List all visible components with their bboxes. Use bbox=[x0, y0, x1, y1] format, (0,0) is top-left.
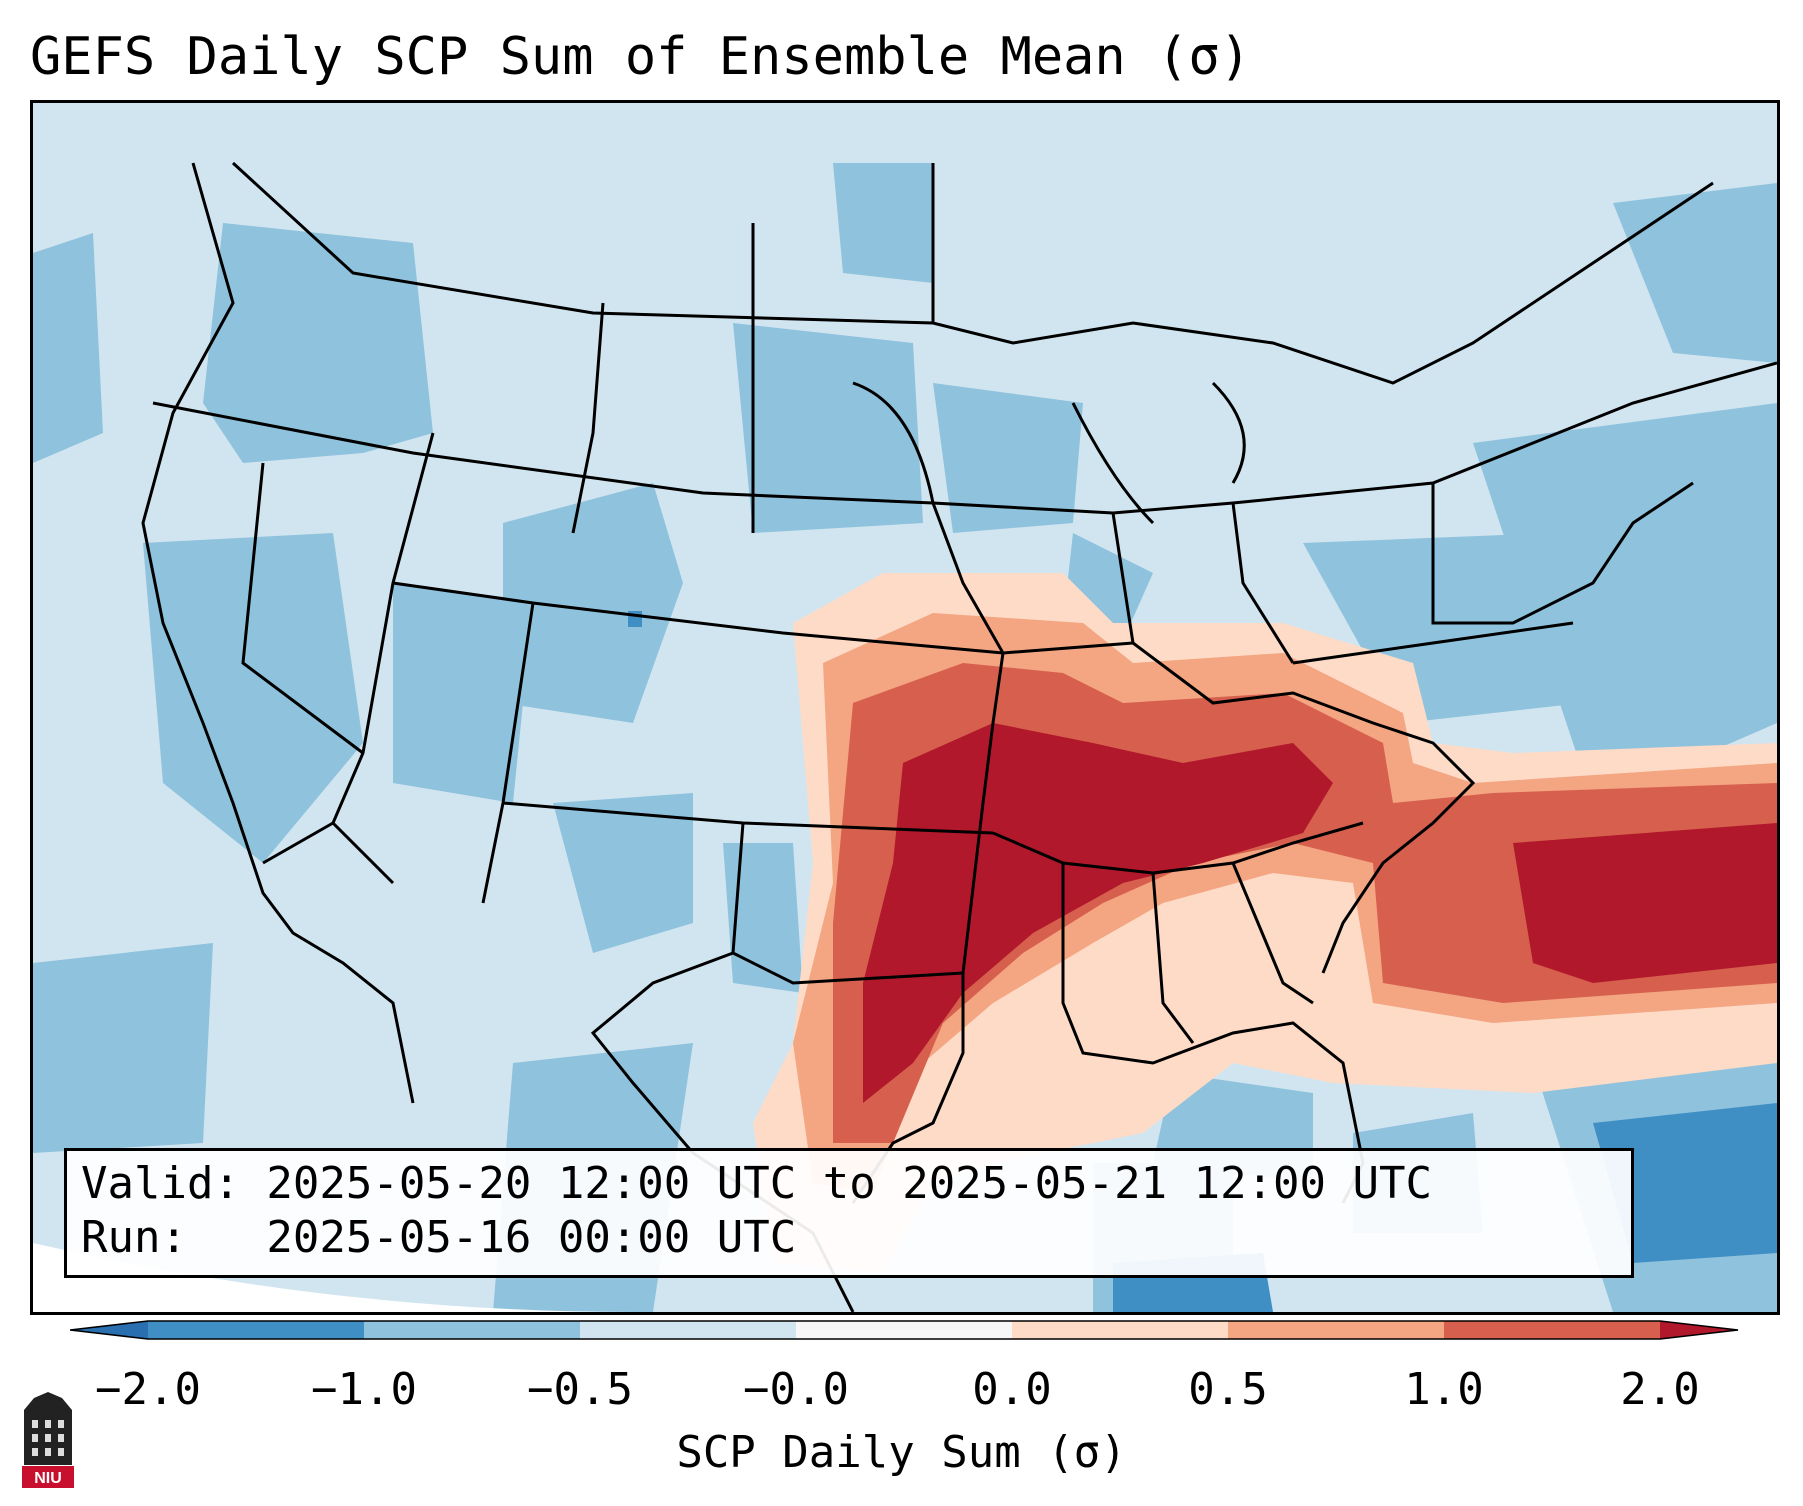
colorbar-segment bbox=[1444, 1321, 1660, 1339]
run-time-text: Run: 2025-05-16 00:00 UTC bbox=[81, 1212, 797, 1263]
colorbar-tick-label: −1.0 bbox=[311, 1364, 417, 1415]
state-borders bbox=[141, 161, 1777, 1312]
colorbar-segment bbox=[148, 1321, 364, 1339]
scp-field-extreme-atlantic bbox=[1513, 823, 1777, 983]
niu-logo: NIU bbox=[22, 1392, 74, 1488]
map-title: GEFS Daily SCP Sum of Ensemble Mean (σ) bbox=[30, 27, 1251, 87]
colorbar-label: SCP Daily Sum (σ) bbox=[676, 1427, 1127, 1478]
colorbar-segment bbox=[1228, 1321, 1444, 1339]
colorbar-segment bbox=[1012, 1321, 1228, 1339]
colorbar-tick-label: 1.0 bbox=[1404, 1364, 1484, 1415]
niu-logo-text: NIU bbox=[34, 1470, 62, 1487]
colorbar-tick-label: −2.0 bbox=[95, 1364, 201, 1415]
valid-run-info-box: Valid: 2025-05-20 12:00 UTC to 2025-05-2… bbox=[64, 1148, 1634, 1278]
colorbar-extend-high bbox=[1660, 1321, 1738, 1339]
colorbar-segment bbox=[580, 1321, 796, 1339]
valid-time-text: Valid: 2025-05-20 12:00 UTC to 2025-05-2… bbox=[81, 1158, 1433, 1209]
colorbar-tick-label: 0.5 bbox=[1188, 1364, 1268, 1415]
colorbar-tick-label: −0.5 bbox=[527, 1364, 633, 1415]
scp-map bbox=[33, 103, 1777, 1312]
map-panel bbox=[30, 100, 1780, 1315]
colorbar-tick-label: 2.0 bbox=[1620, 1364, 1700, 1415]
colorbar-tick-label: 0.0 bbox=[972, 1364, 1052, 1415]
colorbar-segment bbox=[364, 1321, 580, 1339]
off-domain-area bbox=[33, 1243, 633, 1312]
colorbar bbox=[70, 1320, 1739, 1340]
colorbar-tick-label: −0.0 bbox=[743, 1364, 849, 1415]
colorbar-extend-low bbox=[70, 1321, 148, 1339]
colorbar-segment bbox=[796, 1321, 1012, 1339]
